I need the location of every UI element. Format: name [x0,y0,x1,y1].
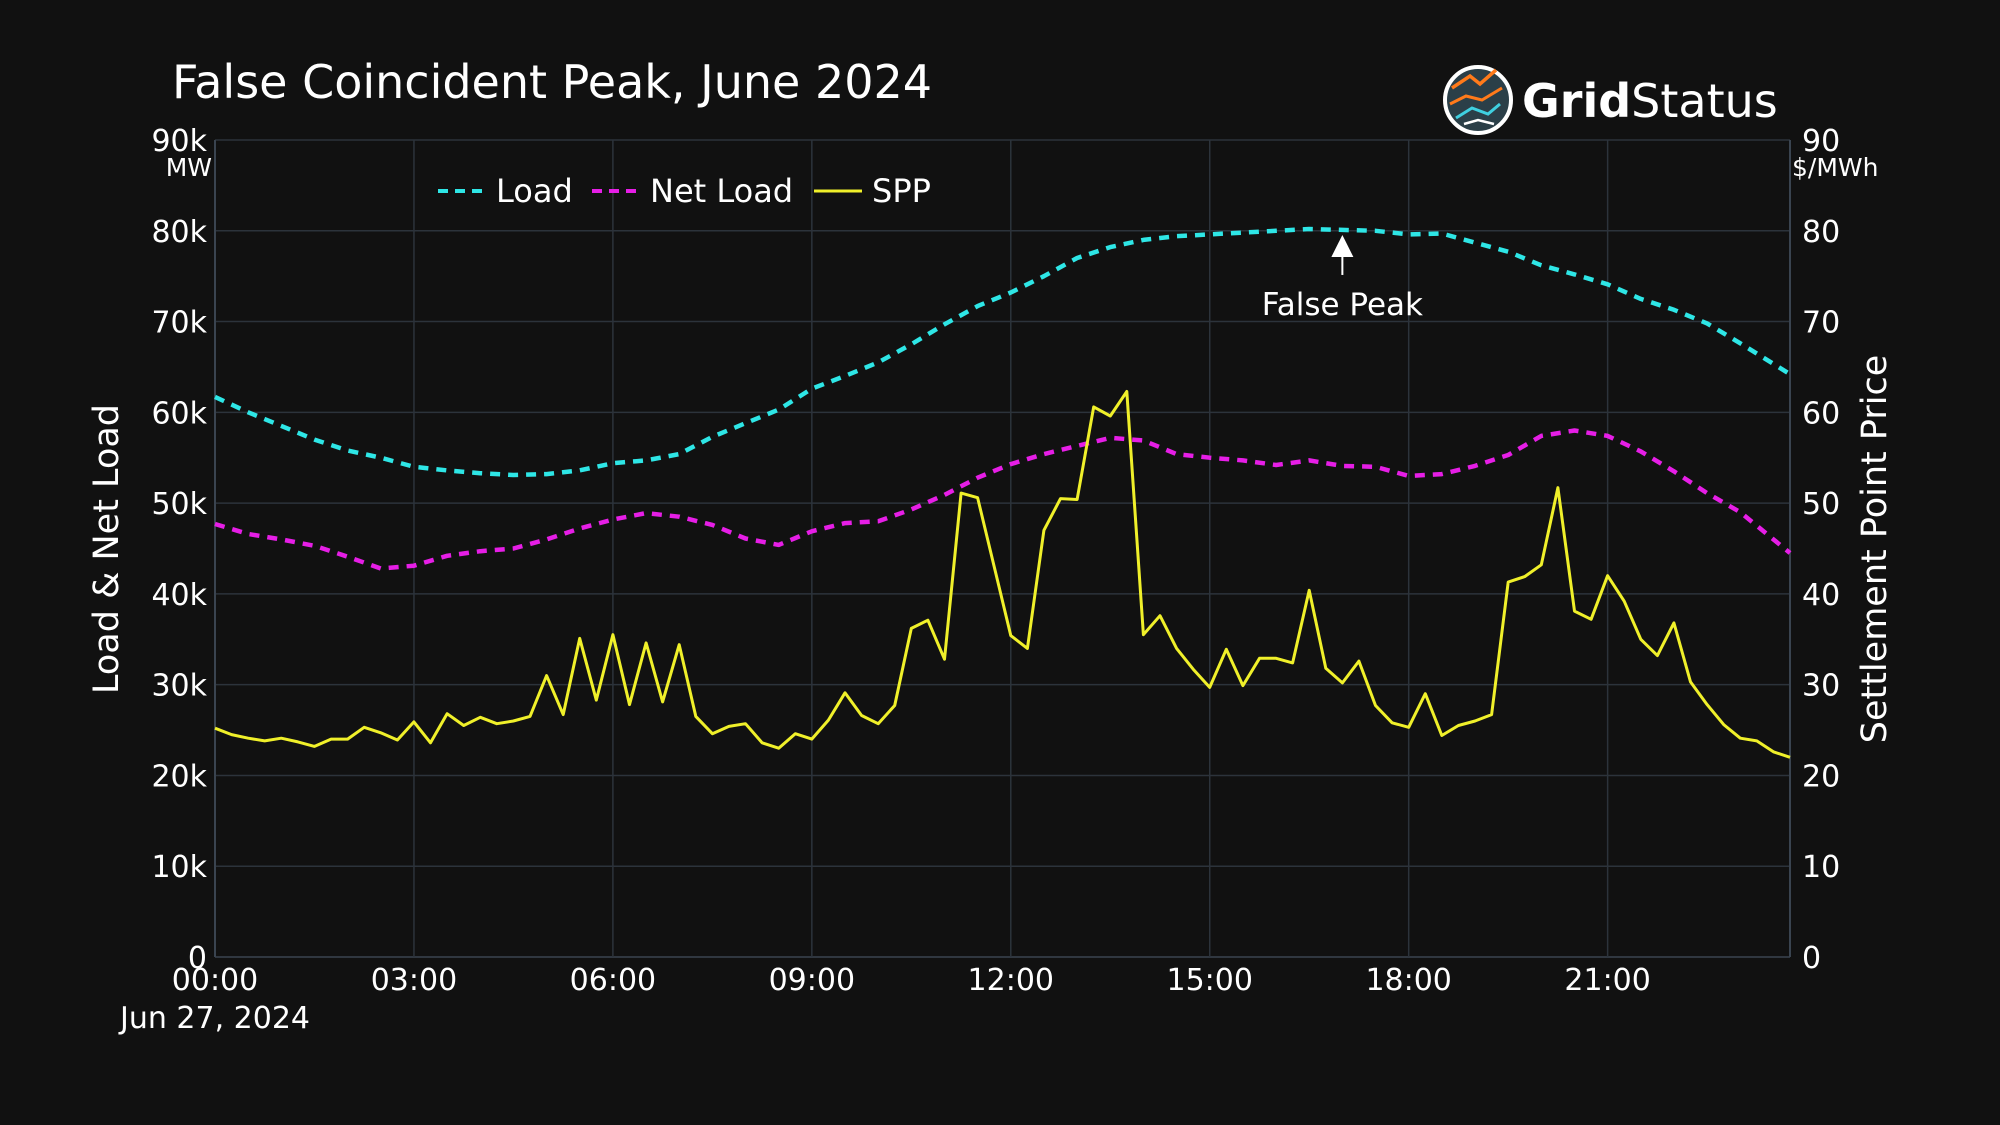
x-tick-label: 06:00 [570,963,656,998]
y-left-tick-label: 90k [151,124,207,159]
y-right-tick-label: 30 [1802,669,1840,704]
y-left-unit: MW [166,153,212,182]
y-left-tick-label: 10k [151,850,207,885]
y-right-tick-label: 40 [1802,578,1840,613]
annotation-text: False Peak [1262,287,1423,323]
axes: 0 0 10k 10 20k 20 30k 30 40k 40 50k 50 60k 60 70k 70 80k… [151,124,1840,998]
series-line-net-load [214,428,1792,571]
y-left-axis-title: Load & Net Load [87,404,127,694]
x-tick-label: 12:00 [968,963,1054,998]
x-tick-label: 03:00 [371,963,457,998]
grid-status-logo-wordmark: GridStatus [1522,74,1778,128]
y-left-tick-label: 20k [151,759,207,794]
grid-status-logo-icon [1443,65,1513,135]
legend: Load Net Load SPP [438,172,931,210]
y-right-tick-label: 70 [1802,306,1840,341]
y-right-axis-title: Settlement Point Price [1855,355,1895,744]
x-tick-label: 18:00 [1365,963,1451,998]
x-tick-label: 09:00 [769,963,855,998]
series-line-spp [214,390,1791,759]
x-tick-label: 21:00 [1564,963,1650,998]
series-line-load [214,226,1792,478]
y-left-tick-label: 0 [188,941,207,976]
legend-label-load: Load [496,172,573,210]
y-right-tick-label: 60 [1802,396,1840,431]
y-right-tick-label: 10 [1802,850,1840,885]
chart-title: False Coincident Peak, June 2024 [172,55,932,109]
y-left-tick-label: 60k [151,396,207,431]
annotations: False Peak [1262,234,1423,323]
y-left-tick-label: 40k [151,578,207,613]
y-right-tick-label: 80 [1802,215,1840,250]
x-tick-label: 15:00 [1167,963,1253,998]
y-left-tick-label: 50k [151,487,207,522]
y-right-unit: $/MWh [1792,153,1878,182]
grid-status-logo: GridStatus [1443,65,1778,135]
legend-item-load: Load [438,172,573,210]
y-right-tick-label: 20 [1802,759,1840,794]
x-date-label: Jun 27, 2024 [118,1001,310,1036]
y-right-tick-label: 50 [1802,487,1840,522]
y-right-tick-label: 0 [1802,941,1821,976]
y-left-tick-label: 30k [151,669,207,704]
annotation-arrow-head [1331,234,1354,257]
gridlines [214,139,1790,958]
y-left-tick-label: 80k [151,215,207,250]
legend-item-net-load: Net Load [592,172,793,210]
series-lines [214,226,1792,759]
y-left-tick-label: 70k [151,306,207,341]
legend-item-spp: SPP [814,172,931,210]
y-right-tick-label: 90 [1802,124,1840,159]
legend-label-spp: SPP [872,172,931,210]
legend-label-net-load: Net Load [650,172,793,210]
x-tick-label: 00:00 [172,963,258,998]
